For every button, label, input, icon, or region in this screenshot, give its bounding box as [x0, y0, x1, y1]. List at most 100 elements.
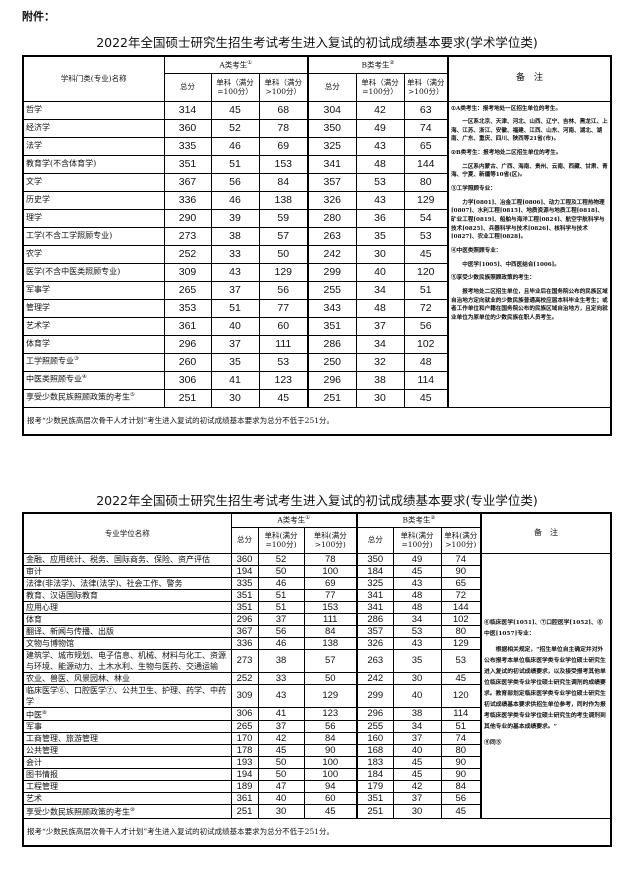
b-single-100-cell: 37 [392, 732, 442, 746]
a-single-gt100-cell: 45 [303, 804, 358, 819]
b-single-gt100-cell: 120 [403, 262, 449, 282]
row-name-text: 文学 [26, 176, 42, 186]
a-single-100-cell: 45 [210, 100, 260, 120]
table-row: 历史学 336 46 138 326 43 129 [22, 190, 611, 210]
row-name-text: 文物与博物馆 [26, 638, 74, 648]
b-total-cell: 179 [356, 780, 394, 794]
row-name: 享受少数民族照顾政策的考生⑤ [22, 388, 165, 408]
a-total-cell: 178 [230, 744, 259, 758]
a-total-cell: 309 [230, 683, 259, 708]
row-name: 中医⑧ [22, 706, 232, 722]
a-single-100-cell: 37 [210, 334, 260, 354]
table-row: 享受少数民族照顾政策的考生⑨ 251 30 45 251 30 45 [22, 804, 611, 819]
row-name-text: 军事学 [26, 284, 50, 294]
a-single-100-cell: 33 [257, 671, 305, 685]
b-single-100-cell: 42 [392, 780, 442, 794]
row-name-footnote: ④ [82, 374, 87, 381]
remark-paragraph: 一区系北京、天津、河北、山西、辽宁、吉林、黑龙江、上海、江苏、浙江、安徽、福建、… [451, 119, 608, 143]
a-single-gt100-cell: 60 [303, 792, 358, 806]
b-single-gt100-cell: 80 [403, 172, 449, 192]
row-name: 教育学(不含体育学) [22, 154, 165, 174]
a-total-cell: 193 [230, 756, 259, 770]
table-row: 军事学 265 37 56 255 34 51 [22, 280, 611, 300]
b-single-100-cell: 43 [355, 190, 405, 210]
b-single-100-cell: 34 [392, 612, 442, 626]
remark-paragraph: 二区系内蒙古、广西、海南、贵州、云南、西藏、甘肃、青海、宁夏、新疆等10省(区)… [451, 163, 608, 179]
a-single-100-cell: 46 [210, 136, 260, 156]
b-single-100-cell: 53 [355, 172, 405, 192]
a-single-gt100-cell: 111 [258, 334, 309, 354]
b-single-100-cell: 49 [392, 552, 442, 566]
b-single-100-cell: 30 [392, 804, 442, 819]
a-single-100-cell: 43 [210, 262, 260, 282]
a-single-gt100-cell: 123 [303, 706, 358, 722]
row-name-text: 金融、应用统计、税务、国际商务、保险、资产评估 [26, 554, 210, 564]
row-name-text: 艺术学 [26, 320, 50, 330]
row-name-text: 工商管理、旅游管理 [26, 734, 98, 744]
a-single-100-cell: 40 [257, 792, 305, 806]
a-single-100-cell: 41 [257, 706, 305, 722]
table-row: 审计 194 50 100 184 45 90 [22, 564, 611, 578]
remark-paragraph: ③工学照顾专业： [451, 186, 496, 193]
row-name: 教育、汉语国际教育 [22, 588, 232, 602]
b-single-100-cell: 35 [392, 648, 442, 673]
a-single-100-cell: 52 [257, 552, 305, 566]
a-single-gt100-cell: 78 [258, 118, 309, 138]
b-single-100-cell: 40 [392, 744, 442, 758]
row-name-text: 艺术 [26, 794, 42, 804]
row-name: 会计 [22, 756, 232, 770]
row-name-text: 会计 [26, 758, 42, 768]
row-name: 体育学 [22, 334, 165, 354]
row-name: 哲学 [22, 100, 165, 120]
a-single-gt100-cell: 60 [258, 316, 309, 336]
b-single-100-cell: 38 [392, 706, 442, 722]
b-single-100-cell: 34 [355, 280, 405, 300]
a-single-100-cell: 37 [257, 612, 305, 626]
a-total-cell: 335 [230, 576, 259, 590]
b-total-cell: 299 [356, 683, 394, 708]
name-header: 学科门类(专业)名称 [22, 55, 165, 102]
b-single-100-cell: 42 [355, 100, 405, 120]
a-total-cell: 351 [230, 588, 259, 602]
a-single-100-cell: 43 [257, 683, 305, 708]
row-name: 管理学 [22, 298, 165, 318]
table-row: 享受少数民族照顾政策的考生⑤ 251 30 45 251 30 45 [22, 388, 611, 408]
footnote-text: 报考“少数民族高层次骨干人才计划”考生进入复试的初试成绩基本要求为总分不低于25… [22, 406, 612, 435]
a-single-gt100-cell: 100 [303, 768, 358, 782]
a-single-gt100-cell: 77 [303, 588, 358, 602]
b-single-gt100-cell: 45 [440, 671, 482, 685]
b-single-gt100-cell: 51 [440, 720, 482, 734]
a-single-gt100-cell: 56 [303, 720, 358, 734]
a-single-gt100-cell: 77 [258, 298, 309, 318]
a-total-cell: 252 [163, 244, 212, 264]
row-name: 军事 [22, 720, 232, 734]
table-row: 农学 252 33 50 242 30 45 [22, 244, 611, 264]
remark-paragraph: 报考地处二区招生单位，且毕业后在国务院公布的民族区域自治地方定向就业的少数民族普… [451, 289, 608, 321]
a-single-gt100-cell: 59 [258, 208, 309, 228]
a-total-cell: 296 [163, 334, 212, 354]
academic-table-title: 2022年全国硕士研究生招生考试考生进入复试的初试成绩基本要求(学术学位类) [96, 35, 538, 50]
b-total-cell: 357 [356, 624, 394, 638]
a-total-cell: 306 [163, 370, 212, 390]
b-single-100-cell: 45 [392, 756, 442, 770]
b-single-100-cell: 30 [355, 244, 405, 264]
b-single-100-cell: 40 [392, 683, 442, 708]
a-total-cell: 251 [230, 804, 259, 819]
a-single-gt100-cell: 84 [303, 732, 358, 746]
row-name-text: 工学(不含工学照顾专业) [26, 230, 113, 240]
table-row: 金融、应用统计、税务、国际商务、保险、资产评估 360 52 78 350 49 74 ⑥临床… [22, 552, 612, 819]
row-name: 公共管理 [22, 744, 232, 758]
a-single-100-cell: 52 [210, 118, 260, 138]
b-total-cell: 341 [356, 600, 394, 614]
b-total-cell: 326 [307, 190, 357, 210]
b-single-100-cell: 53 [392, 624, 442, 638]
remarks-header: 备 注 [447, 55, 612, 102]
name-header: 专业学位名称 [22, 512, 232, 554]
b-total-cell: 286 [307, 334, 357, 354]
a-single-gt100-cell: 100 [303, 756, 358, 770]
b-single-100-cell: 45 [392, 768, 442, 782]
remark-paragraph: ⑥临床医学[1051]、⑦口腔医学[1052]、⑧中医[1057]专业： [484, 619, 603, 637]
b-single-100-cell: 45 [392, 564, 442, 578]
a-single-gt100-cell: 68 [258, 100, 309, 120]
table-row: 理学 290 39 59 280 36 54 [22, 208, 611, 228]
